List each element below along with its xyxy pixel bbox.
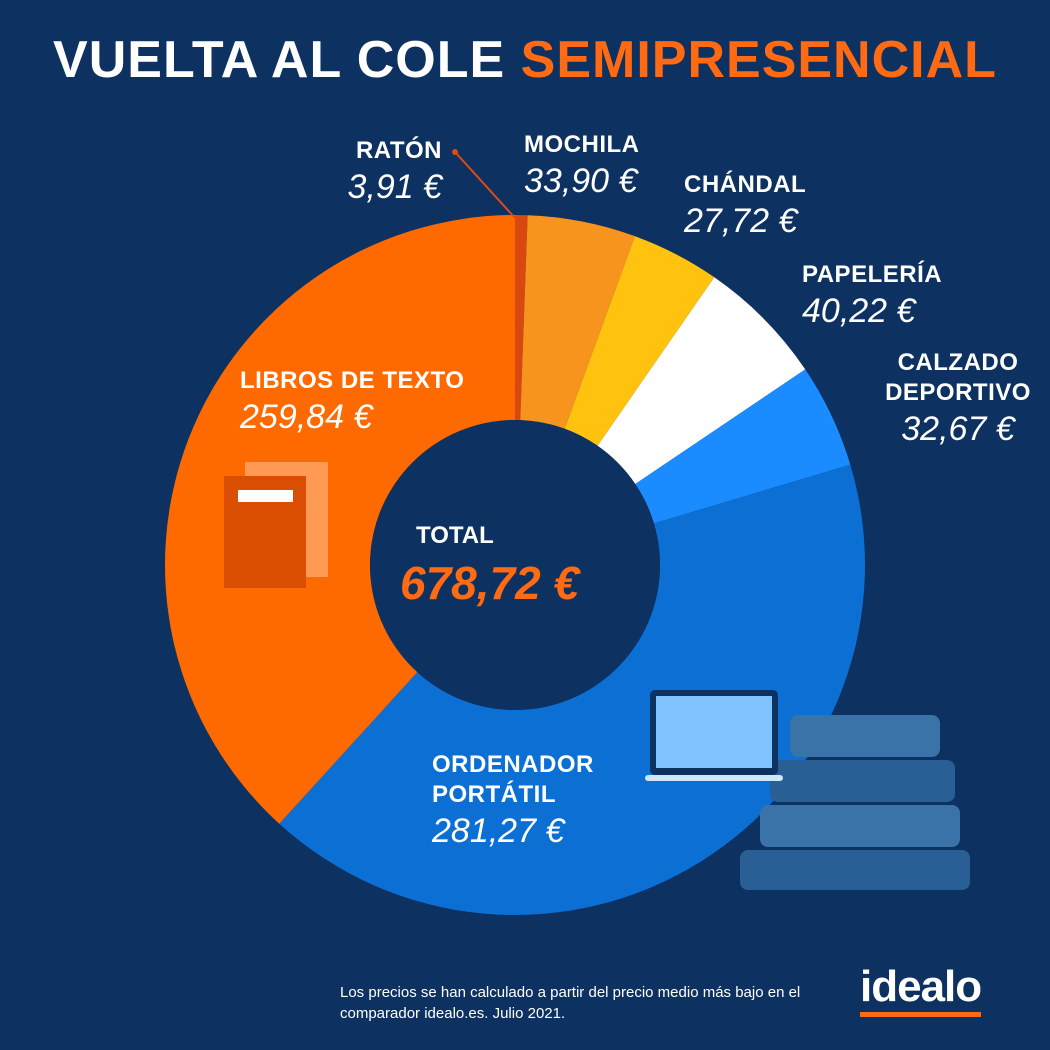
donut-segment [279,464,865,915]
donut-hole [370,420,660,710]
donut-segment [635,369,851,524]
donut-segment [515,215,528,421]
segment-label: CHÁNDAL 27,72 € [684,170,806,242]
segment-label: CALZADO DEPORTIVO 32,67 € [868,348,1048,450]
decor-book [224,462,328,588]
segment-label: LIBROS DE TEXTO 259,84 € [240,366,464,438]
footnote: Los precios se han calculado a partir de… [340,984,801,1022]
value-label: 281,27 € [432,812,565,850]
value-label: 3,91 € [347,168,442,206]
donut [164,215,865,915]
value-label: 33,90 € [524,162,638,200]
category-name: MOCHILA [524,131,640,158]
category-name: PAPELERÍA [802,261,943,288]
total-label: TOTAL [416,522,494,549]
segment-label: MOCHILA 33,90 € [524,130,639,202]
leader-dot [452,149,458,155]
leader-line [454,151,516,219]
title-text: VUELTA AL COLE [53,31,506,89]
decor-laptop [645,690,783,781]
segment-label: ORDENADOR PORTÁTIL 281,27 € [432,750,632,852]
total-value: 678,72 € [400,557,580,609]
donut-segment [164,215,515,824]
value-label: 40,22 € [802,292,916,330]
title-highlight: SEMIPRESENCIAL [520,31,997,89]
donut-segment [564,236,715,446]
segment-label: PAPELERÍA 40,22 € [802,260,942,332]
value-label: 27,72 € [684,202,798,240]
title: VUELTA AL COLE SEMIPRESENCIAL [0,30,1050,90]
category-name: ORDENADOR PORTÁTIL [432,751,594,808]
donut-segment [520,215,635,429]
category-name: LIBROS DE TEXTO [240,367,465,394]
donut-segment [597,277,806,484]
category-name: RATÓN [355,137,442,164]
segment-label: RATÓN 3,91 € [330,136,442,208]
brand-logo: idealo [860,962,982,1017]
value-label: 32,67 € [901,410,1015,448]
decor-books [740,715,970,890]
total: TOTAL 678,72 € [400,522,579,610]
category-name: CHÁNDAL [684,171,807,198]
value-label: 259,84 € [240,398,373,436]
category-name: CALZADO DEPORTIVO [885,349,1031,406]
